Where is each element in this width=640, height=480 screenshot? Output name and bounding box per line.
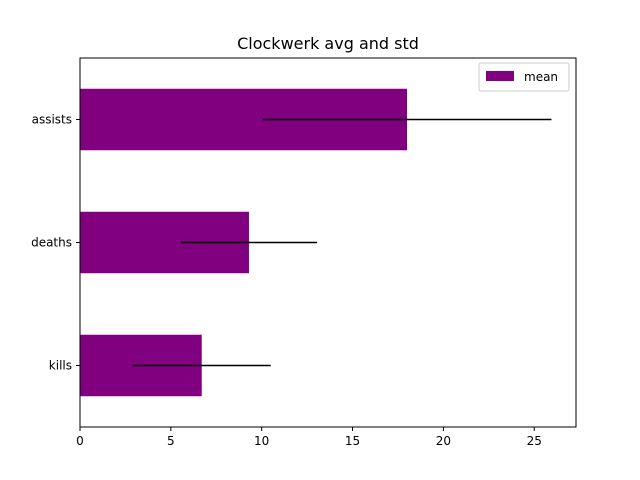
legend-frame	[478, 62, 570, 92]
xtick-label-5: 5	[167, 434, 175, 448]
xtick-label-20: 20	[436, 434, 451, 448]
xtick-label-10: 10	[254, 434, 269, 448]
xtick-label-0: 0	[76, 434, 84, 448]
ytick-label-kills: kills	[49, 359, 72, 373]
ytick-label-assists: assists	[32, 113, 72, 127]
plot-frame	[79, 57, 577, 428]
legend: mean	[478, 62, 570, 92]
xtick-label-25: 25	[527, 434, 542, 448]
chart-title: Clockwerk avg and std	[237, 34, 419, 53]
legend-swatch-mean	[486, 71, 514, 81]
legend-label-mean: mean	[524, 70, 558, 84]
ytick-label-deaths: deaths	[31, 236, 72, 250]
xtick-label-15: 15	[345, 434, 360, 448]
